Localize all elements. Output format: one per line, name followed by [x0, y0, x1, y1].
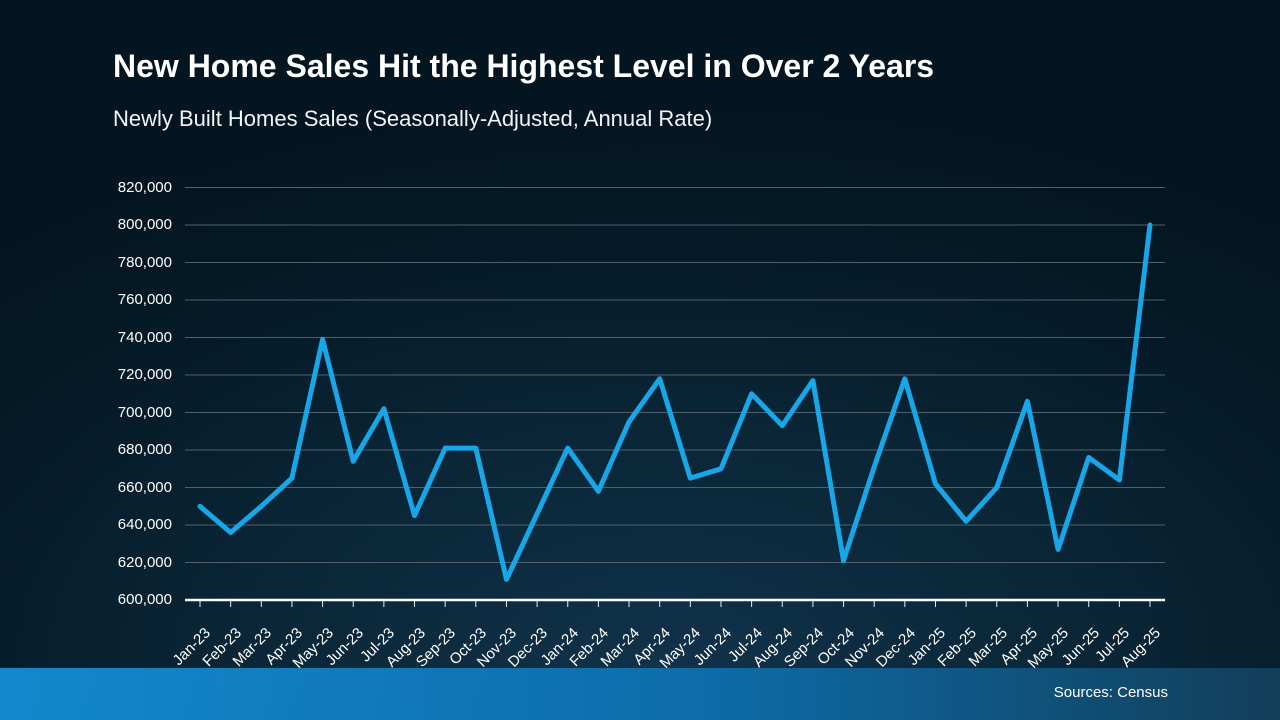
y-axis-label: 700,000: [117, 403, 172, 421]
y-axis-label: 680,000: [117, 441, 172, 458]
footer-bar: Sources: Census: [0, 668, 1280, 720]
y-axis-label: 740,000: [117, 328, 172, 346]
source-label: Sources: Census: [1053, 684, 1168, 701]
sales-line-series: [197, 222, 1153, 582]
y-axis-label: 660,000: [117, 478, 172, 496]
y-axis-label: 780,000: [117, 253, 172, 271]
y-axis-label: 620,000: [117, 553, 172, 571]
chart-title: New Home Sales Hit the Highest Level in …: [113, 48, 935, 84]
y-axis-label: 800,000: [117, 216, 172, 233]
y-axis-label: 640,000: [117, 516, 172, 533]
y-axis-label: 760,000: [117, 291, 172, 308]
y-axis-label: 820,000: [117, 178, 172, 196]
chart-subtitle: Newly Built Homes Sales (Seasonally-Adju…: [113, 106, 713, 131]
y-axis-label: 720,000: [117, 366, 172, 383]
y-axis-label: 600,000: [117, 591, 172, 608]
